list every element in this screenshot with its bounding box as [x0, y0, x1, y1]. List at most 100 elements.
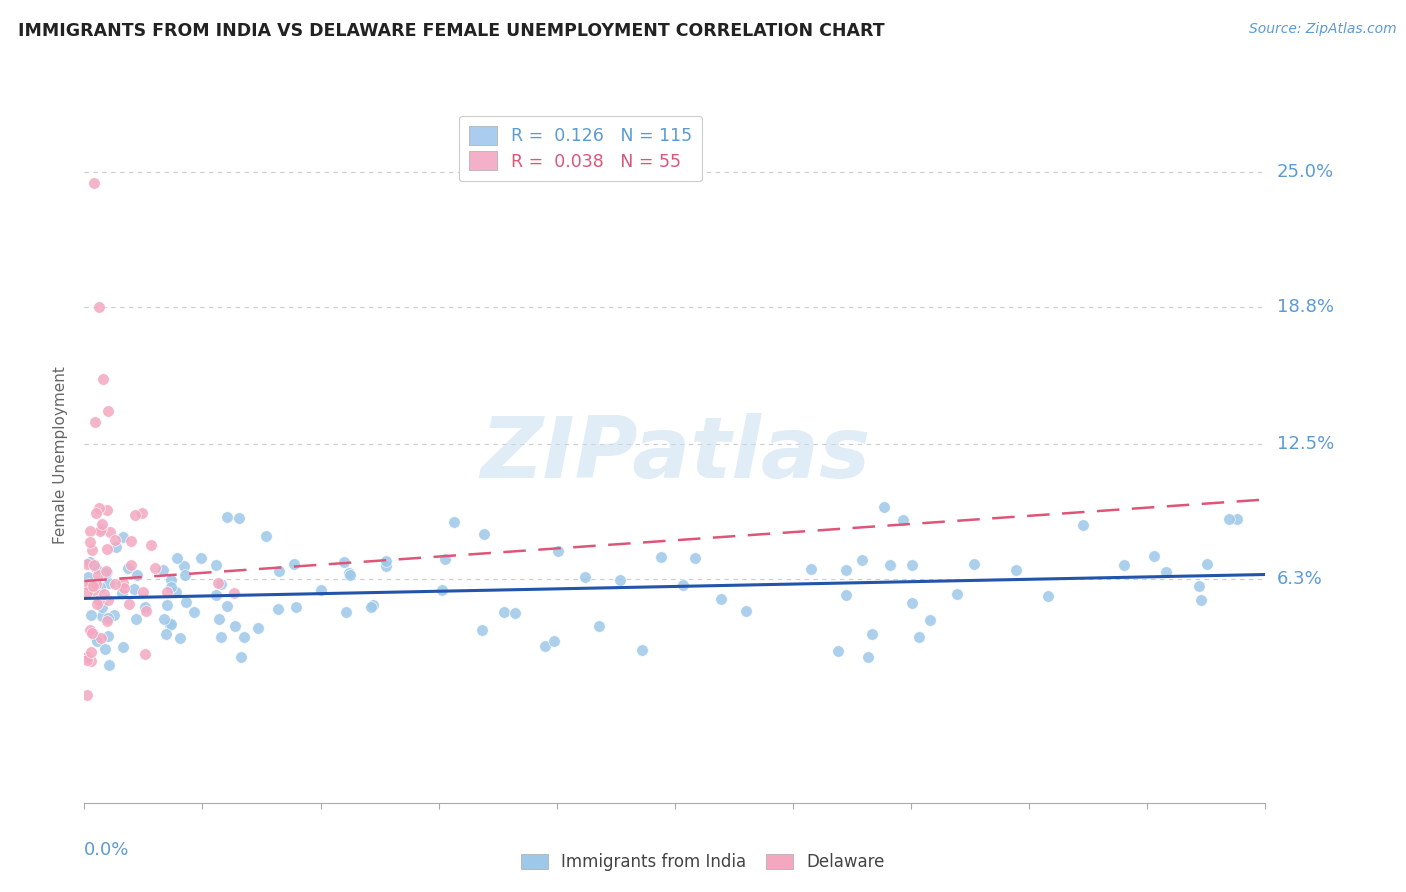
Point: [96, 615, 118, 629]
Point: [494, 605, 516, 619]
Point: [89, 501, 111, 516]
Point: [434, 552, 457, 566]
Point: [229, 650, 252, 665]
Point: [124, 612, 146, 626]
Point: [630, 642, 652, 657]
Point: [173, 559, 195, 574]
Point: [834, 588, 856, 602]
Point: [574, 570, 596, 584]
Point: [82, 579, 104, 593]
Point: [96, 541, 118, 556]
Point: [176, 595, 198, 609]
Point: [91, 372, 114, 386]
Legend: Immigrants from India, Delaware: Immigrants from India, Delaware: [513, 845, 893, 880]
Point: [97, 593, 120, 607]
Point: [94, 642, 117, 657]
Point: [125, 567, 148, 582]
Point: [1189, 592, 1212, 607]
Point: [672, 578, 695, 592]
Point: [588, 619, 610, 633]
Point: [103, 533, 125, 548]
Point: [122, 582, 145, 597]
Point: [472, 527, 495, 541]
Point: [111, 586, 134, 600]
Point: [76, 577, 98, 591]
Point: [124, 508, 146, 522]
Point: [155, 627, 177, 641]
Point: [83, 176, 105, 190]
Point: [131, 507, 153, 521]
Point: [134, 647, 156, 661]
Point: [233, 630, 256, 644]
Point: [309, 582, 332, 597]
Point: [547, 544, 569, 558]
Point: [104, 540, 127, 554]
Text: 18.8%: 18.8%: [1277, 298, 1333, 316]
Point: [132, 585, 155, 599]
Point: [86, 634, 108, 648]
Point: [1187, 579, 1209, 593]
Point: [851, 553, 873, 567]
Point: [96, 566, 118, 580]
Point: [283, 557, 305, 571]
Point: [90, 522, 112, 536]
Point: [901, 596, 924, 610]
Point: [735, 604, 758, 618]
Y-axis label: Female Unemployment: Female Unemployment: [53, 366, 69, 544]
Point: [87, 300, 110, 314]
Point: [224, 619, 246, 633]
Point: [174, 568, 197, 582]
Point: [1154, 565, 1177, 579]
Point: [160, 580, 183, 594]
Point: [209, 576, 232, 591]
Point: [120, 534, 142, 549]
Point: [224, 586, 246, 600]
Point: [90, 632, 112, 646]
Point: [920, 613, 942, 627]
Point: [98, 524, 121, 539]
Point: [156, 598, 179, 612]
Point: [443, 515, 465, 529]
Point: [104, 577, 127, 591]
Point: [96, 503, 118, 517]
Point: [205, 587, 228, 601]
Point: [337, 566, 360, 581]
Point: [86, 560, 108, 574]
Point: [90, 608, 112, 623]
Point: [217, 509, 239, 524]
Text: 0.0%: 0.0%: [84, 841, 129, 859]
Point: [207, 576, 229, 591]
Point: [97, 576, 120, 591]
Point: [84, 577, 107, 591]
Text: Source: ZipAtlas.com: Source: ZipAtlas.com: [1249, 22, 1396, 37]
Point: [79, 535, 101, 549]
Point: [860, 627, 883, 641]
Point: [361, 598, 384, 612]
Point: [91, 516, 114, 531]
Point: [946, 586, 969, 600]
Point: [94, 566, 117, 581]
Point: [208, 612, 231, 626]
Point: [79, 524, 101, 539]
Point: [143, 561, 166, 575]
Point: [650, 549, 672, 564]
Point: [93, 587, 115, 601]
Point: [1218, 512, 1240, 526]
Legend: R =  0.126   N = 115, R =  0.038   N = 55: R = 0.126 N = 115, R = 0.038 N = 55: [458, 116, 702, 181]
Point: [374, 554, 396, 568]
Point: [893, 513, 915, 527]
Point: [96, 610, 118, 624]
Point: [111, 529, 134, 543]
Point: [134, 599, 156, 614]
Point: [152, 563, 174, 577]
Point: [1112, 558, 1135, 572]
Point: [835, 563, 858, 577]
Point: [901, 558, 924, 572]
Point: [80, 608, 103, 623]
Point: [94, 565, 117, 579]
Point: [332, 555, 354, 569]
Point: [76, 653, 98, 667]
Point: [827, 643, 849, 657]
Point: [205, 558, 228, 572]
Point: [335, 605, 357, 619]
